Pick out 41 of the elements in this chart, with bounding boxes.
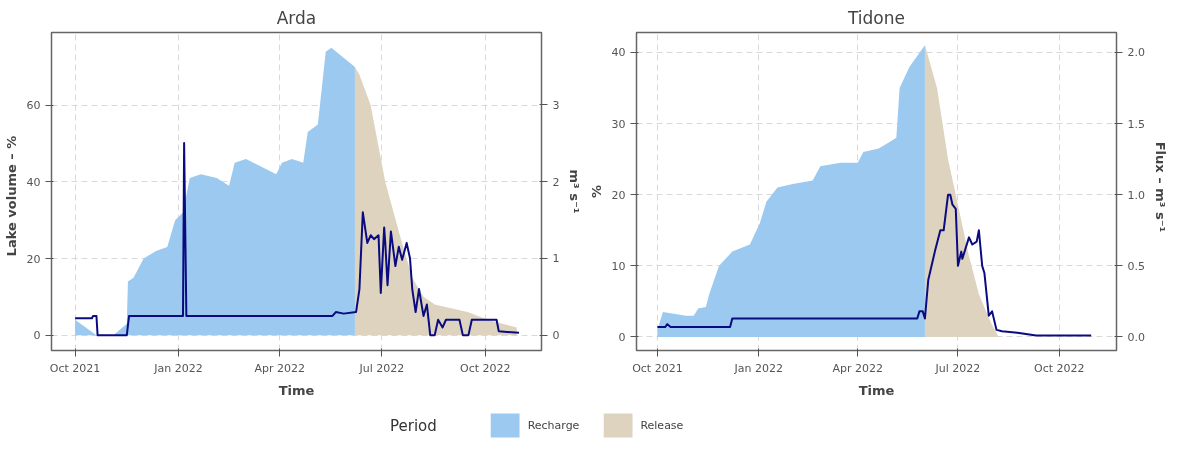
x-axis-title: Time (858, 382, 895, 398)
y-axis-title: Lake volume – % (3, 135, 19, 257)
y-tick-label: 0 (618, 330, 626, 344)
x-tick-label: Oct 2022 (460, 361, 511, 375)
legend-label: Recharge (527, 418, 580, 432)
y-tick-label: 20 (26, 252, 41, 266)
x-axis-title: Time (278, 382, 315, 398)
y-tick-label: 40 (26, 175, 41, 189)
legend-label: Release (640, 418, 684, 432)
y-tick-label: 20 (611, 188, 626, 202)
legend-title: Period (390, 416, 437, 435)
x-tick-label: Jul 2022 (934, 361, 981, 375)
x-tick-label: Oct 2021 (49, 361, 101, 375)
x-tick-label: Oct 2022 (1034, 361, 1085, 375)
x-tick-label: Apr 2022 (254, 361, 305, 375)
y-tick-label: 0 (33, 329, 41, 343)
x-tick-label: Jan 2022 (733, 361, 783, 375)
y2-tick-label: 0.5 (1127, 259, 1145, 273)
y2-tick-label: 2 (552, 175, 560, 189)
y-tick-label: 30 (611, 117, 626, 131)
y-tick-label: 10 (611, 259, 626, 273)
chart-title: Tidone (847, 7, 906, 28)
x-tick-label: Jan 2022 (153, 361, 203, 375)
chart-title: Arda (276, 7, 317, 28)
y2-tick-label: 1.5 (1127, 117, 1145, 131)
y2-tick-label: 1.0 (1127, 188, 1145, 202)
y2-tick-label: 1 (552, 252, 560, 266)
y2-axis-title: Flux – m³ s⁻¹ (1152, 141, 1168, 233)
y2-tick-label: 0 (552, 329, 560, 343)
y2-tick-label: 3 (552, 98, 560, 112)
y-axis-title: % (588, 184, 604, 199)
x-tick-label: Jul 2022 (358, 361, 405, 375)
line-series (74, 142, 521, 337)
x-tick-label: Oct 2021 (632, 361, 683, 375)
y-tick-label: 40 (611, 46, 626, 60)
y-tick-label: 60 (26, 99, 41, 113)
y2-tick-label: 0.0 (1127, 330, 1145, 344)
y2-axis-title: m³ s⁻¹ (567, 169, 583, 214)
y2-tick-label: 2.0 (1127, 46, 1145, 60)
x-tick-label: Apr 2022 (832, 361, 884, 375)
line-series (656, 193, 1093, 337)
